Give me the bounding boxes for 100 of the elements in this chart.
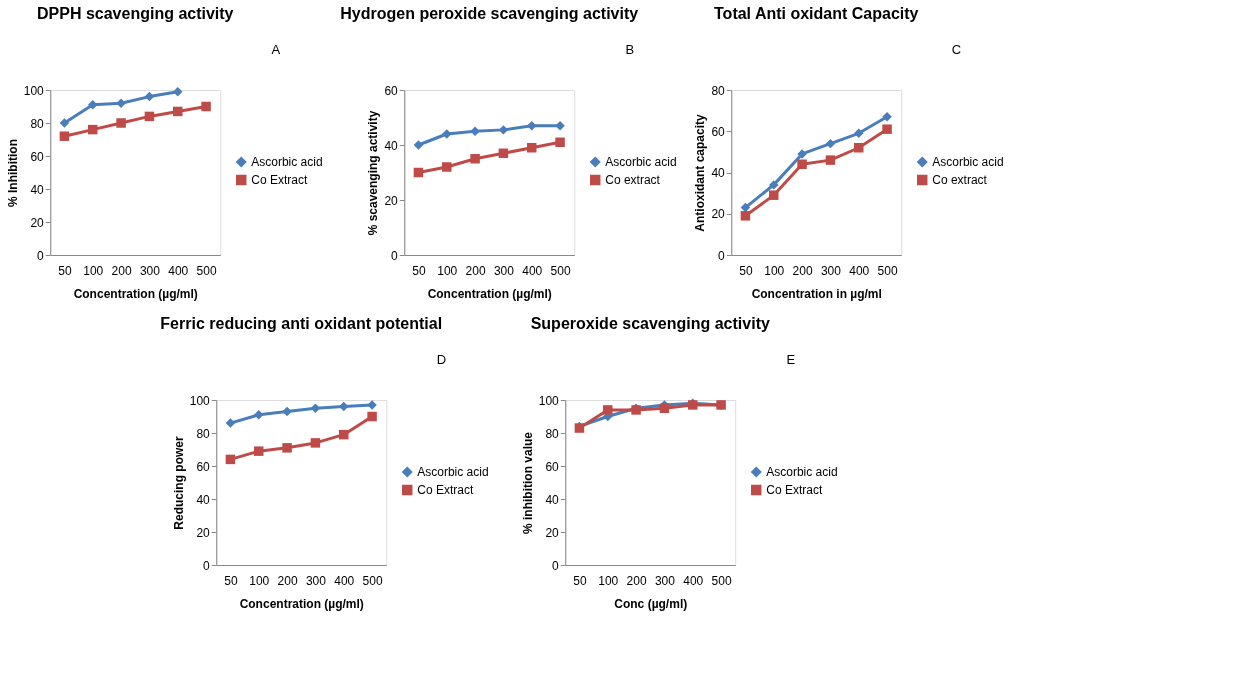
y-axis-title: % inhibition value	[520, 431, 535, 535]
point	[339, 401, 349, 412]
y-tick-label: 100	[23, 83, 45, 98]
point	[310, 438, 321, 448]
x-tick-label: 100	[437, 263, 458, 278]
text: D	[436, 352, 447, 367]
y-tick-label: 40	[384, 138, 399, 153]
x-tick-label: 500	[550, 263, 571, 278]
legend-label: Ascorbic acid	[251, 155, 323, 169]
x-tick-label: 400	[168, 263, 189, 278]
x-axis-title: Conc (µg/ml)	[614, 596, 688, 611]
y-tick-label: 40	[545, 492, 560, 507]
x-tick-label: 400	[334, 573, 355, 588]
y-tick-label: 40	[711, 166, 726, 180]
x-tick-label: 200	[277, 573, 298, 588]
y-tick-label: 0	[203, 558, 211, 573]
point	[59, 118, 70, 128]
x-tick-label: 400	[849, 263, 870, 278]
point	[555, 121, 565, 131]
y-axis-title: % scavenging activity	[366, 110, 381, 236]
y-tick-label: 20	[711, 207, 726, 222]
legend-label: Co extract	[605, 173, 661, 187]
point	[254, 410, 264, 420]
point	[555, 137, 565, 147]
x-tick-label: 400	[683, 573, 704, 588]
point	[144, 111, 155, 122]
y-tick-label: 60	[30, 149, 45, 164]
text: A	[271, 42, 281, 57]
x-tick-label: 300	[820, 263, 842, 278]
point	[854, 128, 864, 139]
legend-label: Co Extract	[417, 483, 474, 497]
x-axis-title: Concentration in µg/ml	[751, 286, 882, 301]
point	[769, 180, 779, 190]
point	[59, 131, 70, 141]
legend-label: Co Extract	[766, 483, 823, 497]
point	[413, 167, 424, 178]
x-tick-label: 300	[305, 573, 327, 588]
point	[225, 454, 236, 465]
legend-label: Co Extract	[251, 173, 308, 187]
point	[310, 403, 321, 413]
chart-title: Ferric reducing anti oxidant potential	[160, 315, 443, 332]
y-tick-label: 0	[391, 248, 399, 263]
x-tick-label: 100	[83, 263, 104, 278]
x-tick-label: 50	[739, 263, 753, 278]
text: E	[786, 352, 796, 367]
x-tick-label: 200	[111, 263, 132, 278]
point	[144, 91, 155, 102]
x-tick-label: 50	[412, 263, 426, 278]
x-tick-label: 200	[792, 263, 813, 278]
y-tick-label: 80	[196, 426, 211, 441]
chart-title: Hydrogen peroxide scavenging activity	[340, 5, 639, 22]
x-tick-label: 300	[654, 573, 676, 588]
x-tick-label: 200	[465, 263, 486, 278]
x-axis-title: Concentration (µg/ml)	[73, 286, 198, 301]
x-tick-label: 100	[598, 573, 619, 588]
x-tick-label: 100	[249, 573, 270, 588]
x-tick-label: 100	[764, 263, 785, 278]
point	[527, 143, 537, 153]
chart-title: DPPH scavenging activity	[36, 5, 234, 22]
point	[740, 211, 751, 221]
point	[882, 124, 892, 134]
y-tick-label: 100	[189, 393, 211, 408]
point	[882, 112, 892, 122]
point	[442, 162, 452, 172]
point	[603, 405, 613, 415]
x-tick-label: 300	[139, 263, 161, 278]
y-tick-label: 60	[196, 459, 211, 474]
point	[282, 443, 292, 453]
point	[88, 100, 98, 110]
y-axis-title: Antioxidant capacity	[693, 114, 708, 232]
y-tick-label: 40	[196, 492, 211, 507]
legend-label: Co extract	[932, 173, 988, 187]
point	[173, 106, 183, 117]
x-tick-label: 500	[877, 263, 898, 278]
y-tick-label: 0	[37, 248, 45, 263]
x-tick-label: 300	[493, 263, 515, 278]
legend-label: Ascorbic acid	[605, 155, 677, 169]
y-tick-label: 0	[718, 248, 726, 263]
text: C	[951, 42, 962, 57]
point	[498, 125, 509, 135]
point	[825, 155, 836, 165]
x-axis-title: Concentration (µg/ml)	[427, 286, 552, 301]
chart-title: Superoxide scavenging activity	[530, 315, 770, 332]
x-tick-label: 400	[522, 263, 543, 278]
y-tick-label: 80	[30, 116, 45, 131]
point	[367, 411, 377, 422]
y-axis-title: Reducing power	[171, 436, 186, 530]
point	[470, 154, 480, 164]
y-tick-label: 100	[538, 393, 560, 408]
point	[498, 148, 509, 158]
x-tick-label: 500	[362, 573, 383, 588]
y-tick-label: 60	[545, 459, 560, 474]
point	[173, 86, 183, 97]
point	[797, 159, 807, 169]
x-axis-title: Concentration (µg/ml)	[239, 596, 364, 611]
x-tick-label: 50	[573, 573, 587, 588]
point	[769, 190, 779, 200]
x-tick-label: 50	[224, 573, 238, 588]
point	[825, 138, 836, 149]
point	[339, 429, 349, 440]
